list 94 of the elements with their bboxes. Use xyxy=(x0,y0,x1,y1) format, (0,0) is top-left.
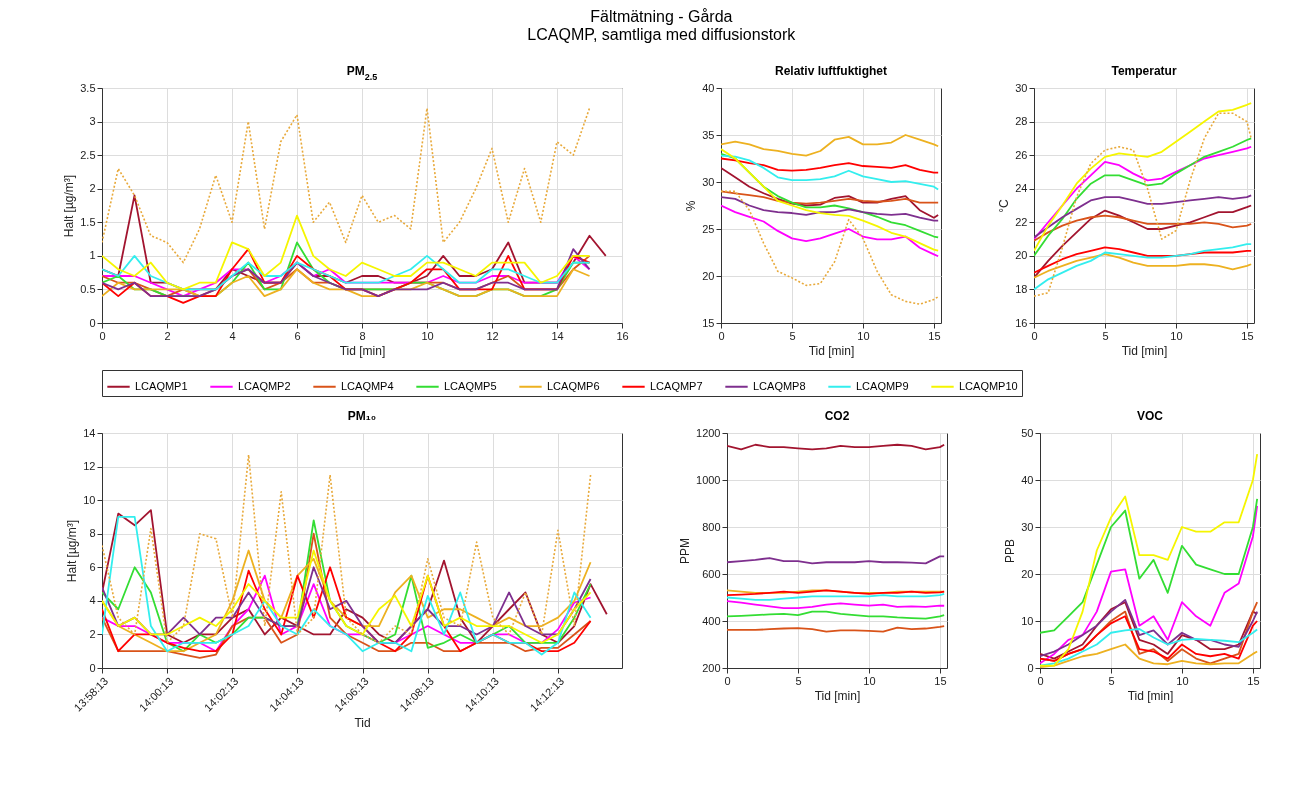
y-tick-label: 35 xyxy=(702,128,715,141)
y-tick-label: 800 xyxy=(702,520,721,533)
y-tick-label: 0 xyxy=(1027,661,1034,674)
x-tick-label: 10 xyxy=(857,329,870,342)
text: LCAQMP, samtliga med diffusionstork xyxy=(527,25,797,43)
x-axis-title: Tid [min] xyxy=(808,343,855,358)
legend-label: LCAQMP1 xyxy=(135,379,188,392)
x-axis-title: Tid [min] xyxy=(1127,688,1174,703)
legend-label: LCAQMP8 xyxy=(753,379,806,392)
y-tick-label: 4 xyxy=(89,594,96,607)
y-tick-label: 0 xyxy=(89,661,96,674)
legend-label: LCAQMP7 xyxy=(650,379,703,392)
y-tick-label: 1.5 xyxy=(80,215,96,228)
y-tick-label: 50 xyxy=(1021,426,1034,439)
x-tick-label: 4 xyxy=(229,329,236,342)
y-tick-label: 16 xyxy=(1015,316,1028,329)
x-tick-label: 5 xyxy=(789,329,796,342)
x-tick-label: 8 xyxy=(359,329,366,342)
y-tick-label: 24 xyxy=(1015,182,1028,195)
chart-title: VOC xyxy=(1136,409,1164,423)
y-tick-label: 30 xyxy=(1015,81,1028,94)
legend-label: LCAQMP6 xyxy=(547,379,600,392)
x-tick-label: 15 xyxy=(934,674,947,687)
x-tick-label: 2 xyxy=(164,329,171,342)
x-tick-label: 0 xyxy=(1037,674,1044,687)
chart-title: PM₁₀ xyxy=(347,409,377,423)
y-axis-title: °C xyxy=(997,198,1012,213)
y-tick-label: 22 xyxy=(1015,215,1028,228)
y-tick-label: 3 xyxy=(89,115,96,128)
x-tick-label: 5 xyxy=(795,674,802,687)
x-tick-label: 10 xyxy=(1170,329,1183,342)
y-tick-label: 200 xyxy=(702,661,721,674)
y-tick-label: 1000 xyxy=(696,473,721,486)
y-tick-label: 28 xyxy=(1015,115,1028,128)
y-tick-label: 40 xyxy=(702,81,715,94)
x-axis-title: Tid xyxy=(354,715,371,730)
y-tick-label: 0 xyxy=(89,316,96,329)
x-tick-label: 15 xyxy=(928,329,941,342)
y-tick-label: 30 xyxy=(702,175,715,188)
y-tick-label: 30 xyxy=(1021,520,1034,533)
y-tick-label: 14 xyxy=(83,426,96,439)
legend-label: LCAQMP4 xyxy=(341,379,394,392)
y-axis-title: % xyxy=(684,200,699,212)
x-tick-label: 10 xyxy=(863,674,876,687)
y-tick-label: 3.5 xyxy=(80,81,96,94)
y-tick-label: 0.5 xyxy=(80,282,96,295)
y-tick-label: 40 xyxy=(1021,473,1034,486)
y-axis-title: Halt [µg/m³] xyxy=(65,519,80,583)
x-tick-label: 15 xyxy=(1241,329,1254,342)
chart-title: PM$_{2.5}$ xyxy=(346,64,378,82)
x-axis-title: Tid [min] xyxy=(339,343,386,358)
legend-label: LCAQMP10 xyxy=(959,379,1018,392)
y-axis-title: PPM xyxy=(678,537,693,565)
x-tick-label: 0 xyxy=(99,329,106,342)
x-tick-label: 12 xyxy=(486,329,499,342)
legend-label: LCAQMP5 xyxy=(444,379,497,392)
y-tick-label: 8 xyxy=(89,527,96,540)
y-axis-title: PPB xyxy=(1003,538,1018,564)
y-tick-label: 15 xyxy=(702,316,715,329)
chart-title: CO2 xyxy=(824,409,850,423)
x-tick-label: 5 xyxy=(1108,674,1115,687)
chart-title: Temperatur xyxy=(1111,64,1177,78)
x-axis-title: Tid [min] xyxy=(814,688,861,703)
text: Fältmätning - Gårda xyxy=(590,7,733,25)
y-axis-title: Halt [µg/m³] xyxy=(62,174,77,238)
x-tick-label: 14 xyxy=(551,329,564,342)
x-tick-label: 15 xyxy=(1247,674,1260,687)
x-tick-label: 10 xyxy=(1176,674,1189,687)
chart-title: Relativ luftfuktighet xyxy=(774,64,888,78)
x-tick-label: 10 xyxy=(421,329,434,342)
y-tick-label: 18 xyxy=(1015,282,1028,295)
x-tick-label: 6 xyxy=(294,329,301,342)
x-tick-label: 5 xyxy=(1102,329,1109,342)
y-tick-label: 20 xyxy=(702,269,715,282)
y-tick-label: 20 xyxy=(1021,567,1034,580)
y-tick-label: 12 xyxy=(83,460,96,473)
legend-label: LCAQMP2 xyxy=(238,379,291,392)
y-tick-label: 6 xyxy=(89,560,96,573)
y-tick-label: 2.5 xyxy=(80,148,96,161)
y-tick-label: 10 xyxy=(83,493,96,506)
y-tick-label: 2 xyxy=(89,627,96,640)
y-tick-label: 2 xyxy=(89,182,96,195)
x-axis-title: Tid [min] xyxy=(1121,343,1168,358)
y-tick-label: 400 xyxy=(702,614,721,627)
x-tick-label: 16 xyxy=(616,329,629,342)
x-tick-label: 0 xyxy=(724,674,731,687)
y-tick-label: 26 xyxy=(1015,148,1028,161)
y-tick-label: 20 xyxy=(1015,249,1028,262)
y-tick-label: 1 xyxy=(89,249,96,262)
y-tick-label: 10 xyxy=(1021,614,1034,627)
y-tick-label: 600 xyxy=(702,567,721,580)
legend-label: LCAQMP9 xyxy=(856,379,909,392)
y-tick-label: 25 xyxy=(702,222,715,235)
y-tick-label: 1200 xyxy=(696,426,721,439)
